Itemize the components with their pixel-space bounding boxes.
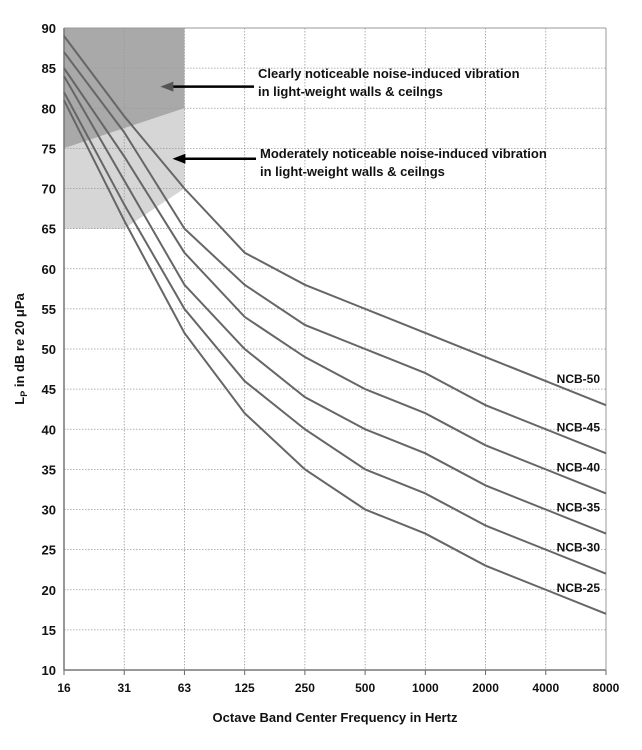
y-tick-label: 40	[42, 422, 56, 437]
y-tick-label: 50	[42, 342, 56, 357]
x-axis-title: Octave Band Center Frequency in Hertz	[213, 710, 458, 725]
arrow-head-icon	[172, 153, 186, 164]
y-tick-label: 10	[42, 663, 56, 678]
y-tick-label: 25	[42, 543, 56, 558]
x-tick-label: 500	[355, 681, 375, 695]
x-tick-label: 4000	[532, 681, 559, 695]
series-label: NCB-35	[557, 501, 601, 515]
x-tick-label: 31	[118, 681, 132, 695]
y-tick-label: 45	[42, 382, 56, 397]
y-tick-label: 70	[42, 182, 56, 197]
series-label: NCB-25	[557, 581, 601, 595]
y-tick-label: 35	[42, 462, 56, 477]
x-tick-label: 63	[178, 681, 192, 695]
y-tick-label: 60	[42, 262, 56, 277]
y-tick-label: 80	[42, 101, 56, 116]
y-tick-label: 15	[42, 623, 56, 638]
curve-ncb-40	[63, 67, 607, 495]
curve-ncb-50	[63, 35, 607, 407]
x-tick-label: 250	[295, 681, 315, 695]
x-tick-label: 1000	[412, 681, 439, 695]
y-axis-title: LP in dB re 20 μPa	[12, 292, 29, 404]
annotation-text: Moderately noticeable noise-induced vibr…	[260, 146, 547, 161]
curve-ncb-25	[63, 99, 607, 615]
x-tick-label: 16	[57, 681, 71, 695]
y-tick-label: 55	[42, 302, 56, 317]
series-label: NCB-45	[557, 420, 601, 434]
y-tick-label: 75	[42, 141, 56, 156]
y-tick-label: 65	[42, 222, 56, 237]
series-label: NCB-50	[557, 372, 601, 386]
curve-ncb-35	[63, 75, 607, 535]
shaded-region-moderately-noticeable	[64, 108, 185, 229]
annotation-text: Clearly noticeable noise-induced vibrati…	[258, 66, 520, 81]
curve-ncb-30	[63, 91, 607, 575]
x-tick-label: 8000	[593, 681, 620, 695]
series-label: NCB-40	[557, 460, 601, 474]
y-tick-label: 20	[42, 583, 56, 598]
y-tick-label: 90	[42, 21, 56, 36]
y-tick-label: 85	[42, 61, 56, 76]
x-tick-label: 2000	[472, 681, 499, 695]
y-tick-label: 30	[42, 503, 56, 518]
annotation-text: in light-weight walls & ceilngs	[260, 164, 445, 179]
arrow-head-icon	[160, 81, 174, 92]
annotation-text: in light-weight walls & ceilngs	[258, 84, 443, 99]
x-tick-label: 125	[235, 681, 255, 695]
series-label: NCB-30	[557, 541, 601, 555]
curve-ncb-45	[63, 51, 607, 455]
